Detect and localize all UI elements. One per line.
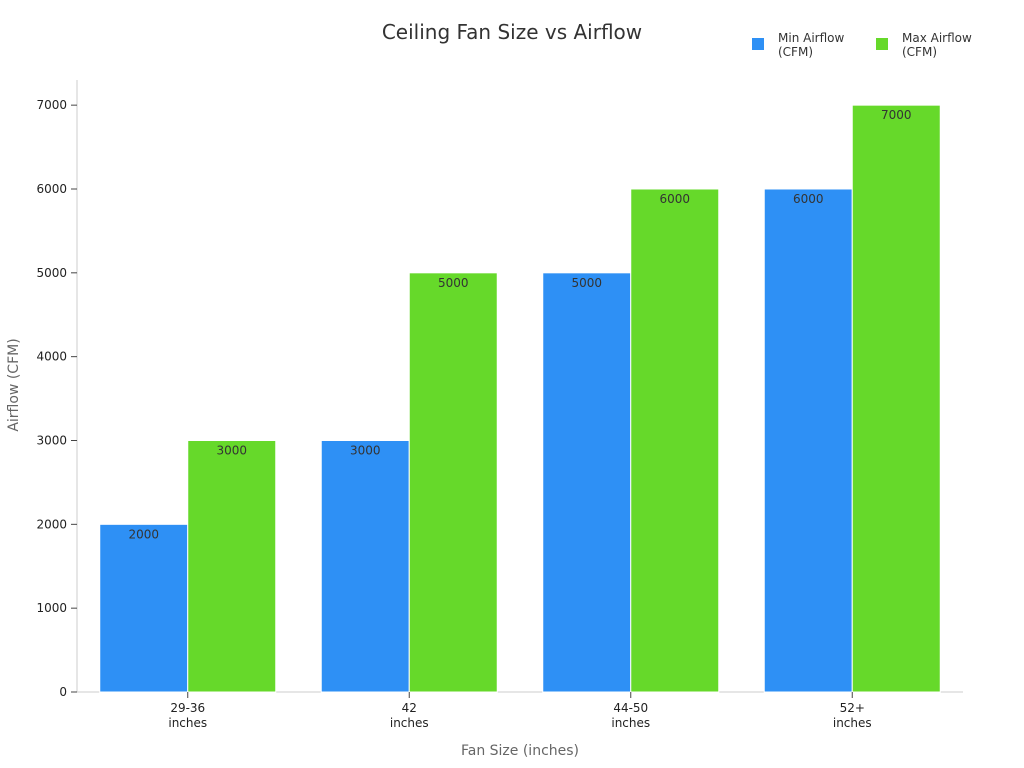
legend-item-max-airflow[interactable]: Max Airflow (CFM) [876, 31, 982, 59]
bar-label-min-airflow-cfm-52-inches: 6000 [793, 192, 824, 206]
x-tick-label-42-inches: 42 inches [390, 701, 429, 730]
x-axis-title: Fan Size (inches) [461, 743, 579, 759]
bar-max-airflow-cfm-44-50-inches [630, 188, 720, 693]
x-tick-label-44-50-inches: 44-50 inches [611, 701, 650, 730]
bar-label-max-airflow-cfm-52-inches: 7000 [881, 108, 912, 122]
legend-item-min-airflow[interactable]: Min Airflow (CFM) [752, 31, 858, 59]
bar-max-airflow-cfm-29-36-inches [187, 439, 277, 693]
y-tick-label-6000: 6000 [36, 182, 67, 196]
bar-min-airflow-cfm-52-inches [763, 188, 853, 693]
legend-swatch-max-airflow [876, 38, 888, 50]
x-tick-label-52-inches: 52+ inches [833, 701, 872, 730]
legend-label-max-airflow: Max Airflow (CFM) [902, 31, 972, 59]
bar-max-airflow-cfm-52-inches [851, 104, 941, 693]
legend: Min Airflow (CFM) Max Airflow (CFM) [752, 31, 982, 59]
x-tick-label-29-36-inches: 29-36 inches [168, 701, 207, 730]
bar-label-min-airflow-cfm-44-50-inches: 5000 [571, 276, 602, 290]
legend-swatch-min-airflow [752, 38, 764, 50]
bar-min-airflow-cfm-44-50-inches [542, 272, 632, 693]
bar-min-airflow-cfm-29-36-inches [99, 523, 189, 693]
y-tick-label-7000: 7000 [36, 98, 67, 112]
y-tick-label-3000: 3000 [36, 433, 67, 447]
bar-label-max-airflow-cfm-29-36-inches: 3000 [216, 443, 247, 457]
y-tick-label-5000: 5000 [36, 266, 67, 280]
y-tick-label-2000: 2000 [36, 517, 67, 531]
y-tick-label-0: 0 [59, 685, 67, 699]
bar-label-min-airflow-cfm-42-inches: 3000 [350, 443, 381, 457]
bar-label-max-airflow-cfm-44-50-inches: 6000 [659, 192, 690, 206]
bar-label-min-airflow-cfm-29-36-inches: 2000 [128, 527, 159, 541]
legend-label-min-airflow: Min Airflow (CFM) [778, 31, 845, 59]
bar-label-max-airflow-cfm-42-inches: 5000 [438, 276, 469, 290]
y-axis-title: Airflow (CFM) [6, 338, 22, 431]
chart-title: Ceiling Fan Size vs Airflow [381, 20, 643, 44]
y-tick-label-1000: 1000 [36, 601, 67, 615]
bar-min-airflow-cfm-42-inches [320, 439, 410, 693]
y-tick-label-4000: 4000 [36, 350, 67, 364]
bar-max-airflow-cfm-42-inches [408, 272, 498, 693]
